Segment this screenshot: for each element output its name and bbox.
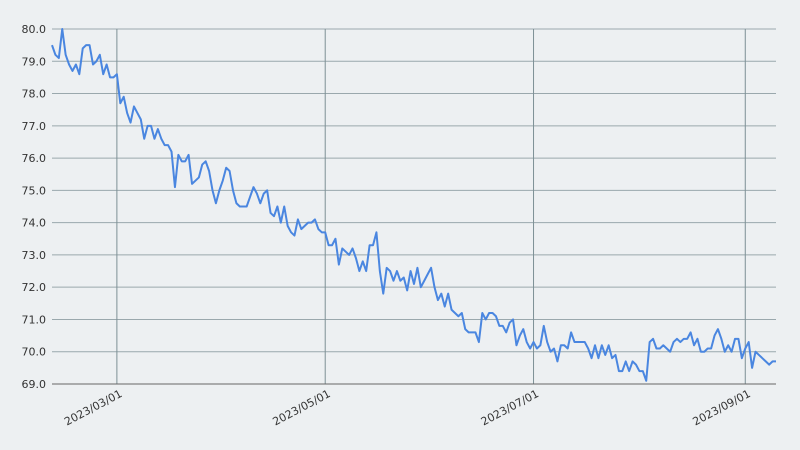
x-tick-label: 2023/05/01 [271,387,333,428]
y-tick-label: 78.0 [22,88,47,101]
y-tick-label: 71.0 [22,313,47,326]
y-tick-label: 69.0 [22,378,47,391]
x-tick-label: 2023/07/01 [479,387,541,428]
y-tick-label: 79.0 [22,55,47,68]
x-tick-label: 2023/03/01 [62,387,124,428]
data-line [51,28,776,382]
y-tick-label: 72.0 [22,281,47,294]
plot-area [52,29,776,384]
y-tick-label: 80.0 [22,23,47,36]
y-tick-label: 75.0 [22,184,47,197]
y-tick-label: 70.0 [22,346,47,359]
y-tick-label: 74.0 [22,217,47,230]
y-tick-label: 76.0 [22,152,47,165]
x-tick-label: 2023/09/01 [691,387,753,428]
y-tick-label: 77.0 [22,120,47,133]
y-tick-label: 73.0 [22,249,47,262]
